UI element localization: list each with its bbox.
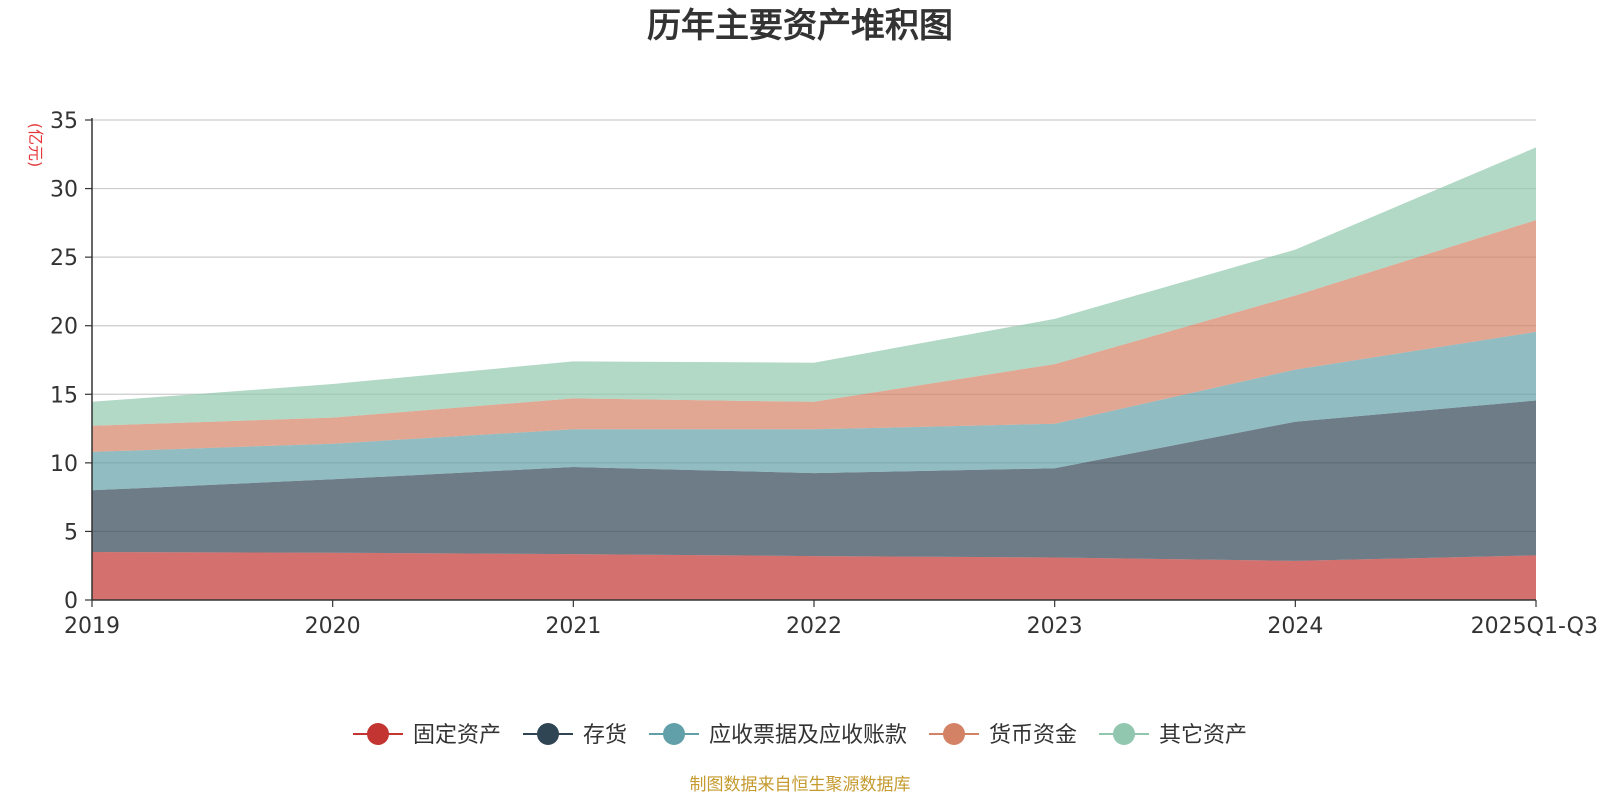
legend-circle-marker [537, 723, 559, 745]
y-tick-label: 20 [50, 315, 78, 340]
chart-title: 历年主要资产堆积图 [647, 6, 953, 46]
area-series-3 [92, 220, 1536, 452]
legend-label: 其它资产 [1159, 723, 1247, 748]
legend-item-2[interactable]: 应收票据及应收账款 [649, 723, 907, 748]
area-series-4 [92, 147, 1536, 426]
legend-label: 货币资金 [989, 723, 1077, 748]
y-tick-label: 25 [50, 246, 78, 271]
legend: 固定资产 存货 应收票据及应收账款 货币资金 其它资产 [353, 723, 1247, 748]
x-tick-label: 2025Q1-Q3 [1471, 614, 1598, 639]
legend-item-0[interactable]: 固定资产 [353, 723, 501, 748]
y-tick-label: 5 [64, 520, 78, 545]
x-tick-label: 2024 [1267, 614, 1323, 639]
legend-label: 应收票据及应收账款 [709, 723, 907, 748]
y-axis-unit-label: (亿元) [26, 123, 45, 168]
x-tick-label: 2019 [64, 614, 120, 639]
x-tick-label: 2022 [786, 614, 842, 639]
legend-item-1[interactable]: 存货 [523, 723, 627, 748]
y-tick-label: 35 [50, 109, 78, 134]
y-tick-label: 15 [50, 383, 78, 408]
x-tick-label: 2021 [545, 614, 601, 639]
area-series [92, 147, 1536, 600]
y-tick-label: 10 [50, 452, 78, 477]
area-series-2 [92, 331, 1536, 491]
axes: 0 5 10 15 20 25 30 35 2019 2020 2021 2022 2023 2024 20… [50, 109, 1598, 639]
y-tick-label: 0 [64, 589, 78, 614]
legend-circle-marker [367, 723, 389, 745]
legend-label: 存货 [583, 723, 627, 748]
y-tick-label: 30 [50, 178, 78, 203]
area-series-0 [92, 552, 1536, 600]
legend-circle-marker [663, 723, 685, 745]
legend-circle-marker [943, 723, 965, 745]
legend-item-3[interactable]: 货币资金 [929, 723, 1077, 748]
x-tick-label: 2023 [1027, 614, 1083, 639]
x-tick-label: 2020 [305, 614, 361, 639]
legend-item-4[interactable]: 其它资产 [1099, 723, 1247, 748]
legend-circle-marker [1113, 723, 1135, 745]
data-source-note: 制图数据来自恒生聚源数据库 [690, 775, 911, 795]
legend-label: 固定资产 [413, 723, 501, 748]
area-series-1 [92, 400, 1536, 561]
